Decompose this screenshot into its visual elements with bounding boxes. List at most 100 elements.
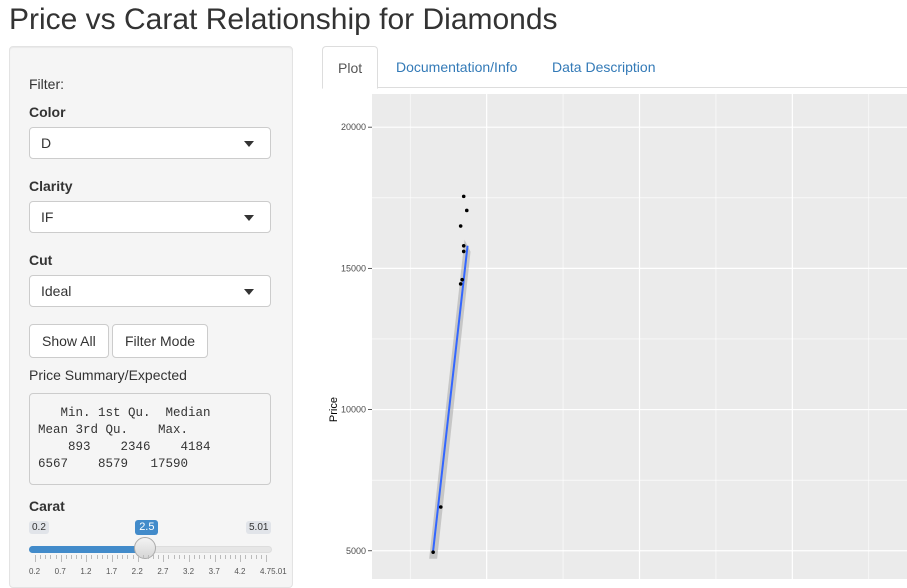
slider-minor-tick <box>204 555 206 559</box>
carat-slider-fill <box>29 546 146 553</box>
slider-minor-tick <box>91 555 93 559</box>
show-all-button[interactable]: Show All <box>29 324 109 358</box>
carat-slider-handle[interactable] <box>134 537 157 559</box>
slider-minor-tick <box>250 555 252 559</box>
carat-label: Carat <box>29 498 65 514</box>
slider-tick-label: 2.2 <box>131 567 143 576</box>
price-carat-chart: 5000 10000 15000 20000 Price <box>322 88 907 579</box>
slider-minor-tick <box>199 555 201 559</box>
fit-line <box>432 245 469 551</box>
slider-major-tick <box>112 555 113 562</box>
data-point <box>464 208 469 213</box>
slider-minor-tick <box>168 555 170 559</box>
slider-minor-tick <box>245 555 247 559</box>
slider-minor-tick <box>40 555 42 559</box>
clarity-select-value: IF <box>41 209 54 225</box>
slider-minor-tick <box>122 555 124 559</box>
slider-minor-tick <box>142 555 144 559</box>
slider-major-tick <box>266 555 267 562</box>
slider-minor-tick <box>235 555 237 559</box>
slider-minor-tick <box>106 555 108 559</box>
tab-plot[interactable]: Plot <box>322 46 379 89</box>
tab-data-description[interactable]: Data Description <box>552 59 656 75</box>
slider-minor-tick <box>65 555 67 559</box>
data-point <box>438 505 443 509</box>
slider-minor-tick <box>70 555 72 559</box>
slider-tick-label: 1.2 <box>80 567 92 576</box>
y-tick-label: 5000 <box>346 546 366 556</box>
slider-minor-tick <box>50 555 52 559</box>
carat-slider-max: 5.01 <box>246 521 272 534</box>
caret-down-icon <box>244 289 254 295</box>
cut-label: Cut <box>29 252 53 268</box>
slider-minor-tick <box>224 555 226 559</box>
slider-minor-tick <box>219 555 221 559</box>
filter-mode-button[interactable]: Filter Mode <box>112 324 209 358</box>
slider-tick-label: 2.7 <box>157 567 169 576</box>
slider-major-tick <box>60 555 62 562</box>
color-label: Color <box>29 104 66 120</box>
data-point <box>431 550 435 554</box>
slider-minor-tick <box>230 555 232 559</box>
slider-major-tick <box>189 555 190 562</box>
slider-major-tick <box>35 555 36 562</box>
y-tick-label: 10000 <box>341 405 366 415</box>
caret-down-icon <box>244 141 254 147</box>
clarity-select[interactable]: IF <box>29 201 271 233</box>
data-point <box>461 194 466 199</box>
slider-minor-tick <box>132 555 134 559</box>
slider-tick-label: 1.7 <box>106 567 118 576</box>
tab-bar: Plot Documentation/Info Data Description <box>322 46 907 89</box>
filter-label: Filter: <box>29 76 64 92</box>
slider-minor-tick <box>183 555 185 559</box>
data-point <box>458 224 463 228</box>
data-point <box>460 277 464 282</box>
slider-major-tick <box>163 555 165 562</box>
slider-minor-tick <box>255 555 257 559</box>
chart-svg: 5000 10000 15000 20000 Price <box>328 94 907 579</box>
slider-minor-tick <box>178 555 180 559</box>
slider-minor-tick <box>260 555 262 559</box>
tab-documentation-info[interactable]: Documentation/Info <box>396 59 518 75</box>
price-summary-output: Min. 1st Qu. Median Mean 3rd Qu. Max. 89… <box>29 393 271 485</box>
slider-minor-tick <box>81 555 83 559</box>
slider-tick-label: 3.2 <box>183 567 195 576</box>
slider-minor-tick <box>117 555 119 559</box>
y-axis-label: Price <box>328 397 340 422</box>
color-select[interactable]: D <box>29 127 271 159</box>
slider-minor-tick <box>127 555 129 559</box>
data-point <box>461 249 466 254</box>
y-tick-label: 15000 <box>341 263 366 273</box>
slider-tick-label: 0.2 <box>29 567 41 576</box>
slider-minor-tick <box>194 555 196 559</box>
slider-minor-tick <box>153 555 155 559</box>
data-point <box>458 282 463 286</box>
slider-minor-tick <box>45 555 47 559</box>
slider-minor-tick <box>76 555 78 559</box>
data-point <box>461 243 466 248</box>
slider-major-tick <box>86 555 88 562</box>
cut-select-value: Ideal <box>41 283 72 299</box>
slider-tick-label: 4.2 <box>234 567 246 576</box>
slider-tick-label: 0.7 <box>54 567 66 576</box>
slider-minor-tick <box>209 555 211 559</box>
slider-minor-tick <box>147 555 149 559</box>
slider-minor-tick <box>96 555 98 559</box>
slider-minor-tick <box>173 555 175 559</box>
page-title: Price vs Carat Relationship for Diamonds <box>9 3 558 36</box>
price-summary-label: Price Summary/Expected <box>29 367 187 383</box>
slider-major-tick <box>240 555 242 562</box>
clarity-label: Clarity <box>29 178 73 194</box>
color-select-value: D <box>41 135 52 151</box>
slider-tick-label: 3.7 <box>208 567 220 576</box>
caret-down-icon <box>244 215 254 221</box>
carat-slider-min: 0.2 <box>29 521 49 534</box>
y-tick-label: 20000 <box>341 122 366 132</box>
sidebar-panel: Filter: Color D Clarity IF Cut Ideal Sho… <box>9 46 293 588</box>
slider-major-tick <box>137 555 139 562</box>
cut-select[interactable]: Ideal <box>29 275 271 307</box>
slider-tick-label: 4.75.01 <box>260 567 287 576</box>
slider-minor-tick <box>55 555 57 559</box>
slider-minor-tick <box>158 555 160 559</box>
slider-major-tick <box>214 555 216 562</box>
